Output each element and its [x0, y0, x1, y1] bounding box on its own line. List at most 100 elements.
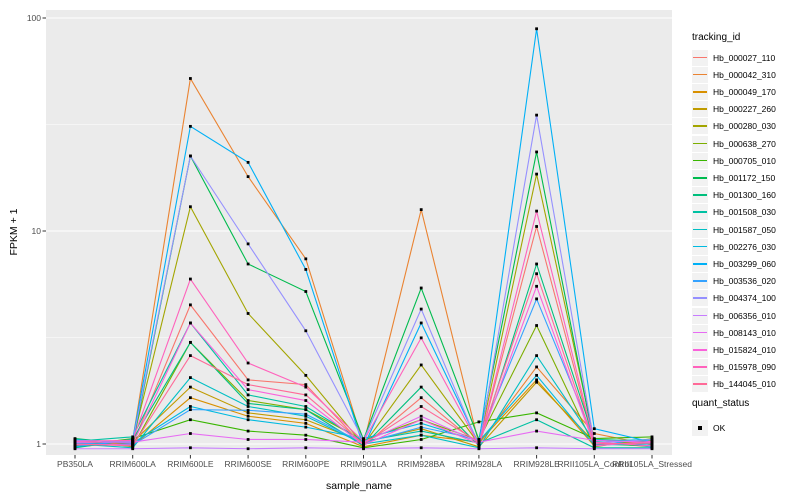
- data-point: [304, 418, 308, 422]
- legend-item-label: Hb_000027_110: [713, 52, 776, 63]
- data-point: [304, 329, 308, 333]
- x-tick-label-RRIM600SE: RRIM600SE: [224, 459, 272, 469]
- y-tick-label: 10: [31, 225, 41, 236]
- legend-item-Hb_006356_010: Hb_006356_010: [692, 307, 776, 324]
- legend-item-Hb_001587_050: Hb_001587_050: [692, 221, 776, 238]
- legend-item-Hb_000227_260: Hb_000227_260: [692, 101, 776, 118]
- legend-key-box: [692, 152, 708, 169]
- legend-color-line-icon: [693, 280, 707, 282]
- legend-color-line-icon: [693, 91, 707, 93]
- data-point: [246, 418, 250, 422]
- legend-key-box: [692, 290, 708, 307]
- legend-item-Hb_002276_030: Hb_002276_030: [692, 238, 776, 255]
- data-point: [246, 361, 250, 365]
- data-point: [189, 408, 192, 412]
- data-point: [535, 429, 538, 433]
- legend-item-Hb_144045_010: Hb_144045_010: [692, 376, 776, 393]
- legend-item-quant-status-ok: OK: [692, 419, 725, 436]
- legend-item-label: Hb_144045_010: [713, 379, 776, 390]
- legend-color-line-icon: [693, 366, 707, 368]
- data-point: [304, 257, 308, 261]
- data-point: [246, 262, 250, 266]
- data-point: [535, 365, 538, 369]
- legend-item-label: Hb_000638_270: [713, 138, 776, 149]
- data-point: [535, 380, 538, 384]
- legend-color-line-icon: [693, 56, 707, 59]
- data-point: [592, 440, 596, 444]
- data-point: [131, 435, 135, 439]
- data-point: [362, 439, 365, 443]
- data-point: [477, 438, 481, 441]
- legend-title-tracking-id: tracking_id: [692, 32, 741, 43]
- data-point: [419, 414, 423, 418]
- data-point: [535, 373, 538, 377]
- legend-item-Hb_015978_090: Hb_015978_090: [692, 359, 776, 376]
- x-tick-label-RRIM600LE: RRIM600LE: [167, 459, 214, 469]
- data-point: [189, 385, 192, 389]
- data-point: [304, 446, 308, 450]
- legend-key-box: [692, 204, 708, 221]
- data-point: [535, 324, 538, 327]
- data-point: [189, 205, 192, 209]
- data-point: [304, 408, 308, 412]
- legend-item-label: Hb_000042_310: [713, 69, 776, 80]
- x-axis-title: sample_name: [326, 480, 392, 492]
- data-point: [650, 447, 654, 451]
- legend-color-line-icon: [693, 177, 707, 179]
- data-point: [535, 225, 538, 228]
- data-point: [535, 172, 538, 176]
- x-tick-label-RRIM901LA: RRIM901LA: [340, 459, 387, 469]
- legend-item-Hb_001508_030: Hb_001508_030: [692, 204, 776, 221]
- legend-item-Hb_004374_100: Hb_004374_100: [692, 290, 776, 307]
- data-point: [419, 286, 423, 290]
- data-point: [419, 405, 423, 408]
- data-point: [592, 438, 596, 442]
- data-point: [362, 447, 365, 451]
- legend-item-label: Hb_006356_010: [713, 310, 776, 321]
- legend-item-Hb_000280_030: Hb_000280_030: [692, 118, 776, 135]
- legend-item-label: Hb_015978_090: [713, 362, 776, 373]
- legend-color-line-icon: [693, 211, 707, 214]
- data-point: [650, 438, 654, 441]
- legend-item-Hb_008143_010: Hb_008143_010: [692, 324, 776, 341]
- data-point: [304, 290, 308, 293]
- data-point: [189, 432, 192, 435]
- x-tick-label-RRII105LA_Stressed: RRII105LA_Stressed: [612, 459, 692, 469]
- data-point: [477, 420, 481, 424]
- data-point: [189, 376, 192, 379]
- data-point: [419, 321, 423, 325]
- legend-key-box: [692, 83, 708, 100]
- data-point: [535, 411, 538, 415]
- data-point: [419, 418, 423, 422]
- data-point: [189, 354, 192, 358]
- y-axis-title: FPKM + 1: [8, 208, 20, 256]
- legend-item-label: Hb_001300_160: [713, 190, 776, 201]
- data-point: [535, 354, 538, 358]
- data-point: [304, 383, 308, 387]
- legend-item-label: Hb_001587_050: [713, 224, 776, 235]
- data-point: [419, 421, 423, 425]
- legend-item-label: Hb_002276_030: [713, 241, 776, 252]
- legend-key-box: [692, 135, 708, 152]
- legend-item-label: Hb_001172_150: [713, 172, 776, 183]
- x-tick-label-RRIM600PE: RRIM600PE: [282, 459, 330, 469]
- data-point: [304, 405, 308, 408]
- legend-key-box: [692, 49, 708, 66]
- legend-color-line-icon: [693, 108, 707, 110]
- data-point: [419, 427, 423, 431]
- data-point: [419, 433, 423, 437]
- panel-background: [46, 10, 672, 455]
- x-tick-label-RRII105LA_Control: RRII105LA_Control: [557, 459, 632, 469]
- legend-key-box: [692, 187, 708, 204]
- legend-color-line-icon: [693, 228, 707, 231]
- legend-item-label: OK: [713, 422, 726, 433]
- legend-key-box: [692, 255, 708, 272]
- data-point: [246, 399, 250, 402]
- data-point: [189, 77, 192, 80]
- legend-item-label: Hb_000280_030: [713, 121, 776, 132]
- data-point: [189, 321, 192, 325]
- legend-item-Hb_001300_160: Hb_001300_160: [692, 187, 776, 204]
- data-point: [73, 442, 77, 446]
- data-point: [535, 272, 538, 276]
